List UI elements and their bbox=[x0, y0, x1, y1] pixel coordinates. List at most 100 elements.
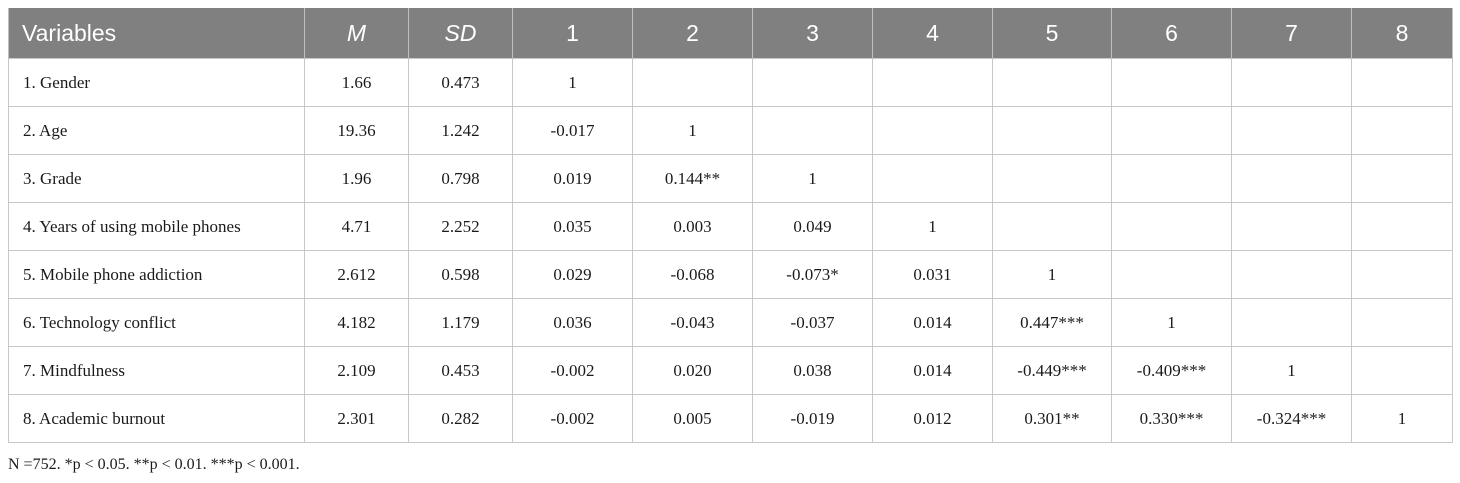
header-col-7: 7 bbox=[1231, 8, 1352, 59]
correlation-cell bbox=[1111, 202, 1232, 251]
correlation-cell bbox=[1111, 106, 1232, 155]
sd-cell: 2.252 bbox=[408, 202, 513, 251]
correlation-cell: -0.037 bbox=[752, 298, 873, 347]
correlation-cell: 0.038 bbox=[752, 346, 873, 395]
correlation-cell: 0.014 bbox=[872, 298, 993, 347]
correlation-cell: 0.031 bbox=[872, 250, 993, 299]
table-row: 8. Academic burnout 2.301 0.282 -0.002 0.005… bbox=[8, 394, 1453, 443]
mean-cell: 4.182 bbox=[304, 298, 409, 347]
table-row: 4. Years of using mobile phones 4.71 2.252… bbox=[8, 202, 1453, 251]
sd-cell: 0.453 bbox=[408, 346, 513, 395]
header-sd: SD bbox=[408, 8, 513, 59]
header-col-4: 4 bbox=[872, 8, 993, 59]
correlation-cell: 1 bbox=[752, 154, 873, 203]
table-row: 5. Mobile phone addiction 2.612 0.598 0.029… bbox=[8, 250, 1453, 299]
correlation-cell: -0.019 bbox=[752, 394, 873, 443]
correlation-cell: 1 bbox=[872, 202, 993, 251]
correlation-cell bbox=[1231, 154, 1352, 203]
sd-cell: 1.242 bbox=[408, 106, 513, 155]
correlation-cell: 1 bbox=[512, 58, 633, 107]
correlation-cell: 0.012 bbox=[872, 394, 993, 443]
variable-label: 4. Years of using mobile phones bbox=[8, 202, 305, 251]
correlation-cell: 1 bbox=[1351, 394, 1453, 443]
correlation-cell bbox=[992, 106, 1112, 155]
sd-cell: 1.179 bbox=[408, 298, 513, 347]
header-col-1: 1 bbox=[512, 8, 633, 59]
correlation-cell: 1 bbox=[992, 250, 1112, 299]
variable-label: 3. Grade bbox=[8, 154, 305, 203]
correlation-cell: -0.073* bbox=[752, 250, 873, 299]
sd-cell: 0.798 bbox=[408, 154, 513, 203]
variable-label: 5. Mobile phone addiction bbox=[8, 250, 305, 299]
header-col-3: 3 bbox=[752, 8, 873, 59]
table-row: 3. Grade 1.96 0.798 0.019 0.144** 1 bbox=[8, 154, 1453, 203]
correlation-cell: 0.144** bbox=[632, 154, 753, 203]
correlation-cell: -0.043 bbox=[632, 298, 753, 347]
correlation-cell bbox=[632, 58, 753, 107]
variable-label: 8. Academic burnout bbox=[8, 394, 305, 443]
mean-cell: 2.301 bbox=[304, 394, 409, 443]
correlation-cell bbox=[1351, 346, 1453, 395]
correlation-cell: 0.014 bbox=[872, 346, 993, 395]
table-row: 2. Age 19.36 1.242 -0.017 1 bbox=[8, 106, 1453, 155]
correlation-cell bbox=[1231, 58, 1352, 107]
correlation-cell: -0.409*** bbox=[1111, 346, 1232, 395]
correlation-cell bbox=[1351, 298, 1453, 347]
correlation-cell: 0.301** bbox=[992, 394, 1112, 443]
correlation-table: Variables M SD 1 2 3 4 5 6 7 8 1. Gender… bbox=[8, 8, 1453, 443]
mean-cell: 2.612 bbox=[304, 250, 409, 299]
correlation-cell: 0.020 bbox=[632, 346, 753, 395]
variable-label: 6. Technology conflict bbox=[8, 298, 305, 347]
correlation-cell bbox=[752, 106, 873, 155]
correlation-cell: 0.447*** bbox=[992, 298, 1112, 347]
correlation-cell: -0.449*** bbox=[992, 346, 1112, 395]
correlation-cell: 0.003 bbox=[632, 202, 753, 251]
correlation-cell bbox=[1351, 202, 1453, 251]
table-footnote: N =752. *p < 0.05. **p < 0.01. ***p < 0.… bbox=[8, 456, 300, 473]
correlation-cell bbox=[1111, 58, 1232, 107]
correlation-cell: 1 bbox=[1111, 298, 1232, 347]
mean-cell: 1.66 bbox=[304, 58, 409, 107]
table-row: 1. Gender 1.66 0.473 1 bbox=[8, 58, 1453, 107]
sd-cell: 0.473 bbox=[408, 58, 513, 107]
header-col-2: 2 bbox=[632, 8, 753, 59]
header-mean: M bbox=[304, 8, 409, 59]
correlation-cell bbox=[992, 154, 1112, 203]
variable-label: 7. Mindfulness bbox=[8, 346, 305, 395]
correlation-cell: 0.005 bbox=[632, 394, 753, 443]
sd-cell: 0.598 bbox=[408, 250, 513, 299]
table-header: Variables M SD 1 2 3 4 5 6 7 8 bbox=[8, 8, 1453, 59]
variable-label: 1. Gender bbox=[8, 58, 305, 107]
correlation-cell bbox=[1351, 250, 1453, 299]
mean-cell: 2.109 bbox=[304, 346, 409, 395]
header-row: Variables M SD 1 2 3 4 5 6 7 8 bbox=[8, 8, 1453, 59]
correlation-cell bbox=[1231, 106, 1352, 155]
correlation-cell bbox=[872, 154, 993, 203]
correlation-cell: 1 bbox=[1231, 346, 1352, 395]
correlation-cell bbox=[1231, 202, 1352, 251]
table-row: 7. Mindfulness 2.109 0.453 -0.002 0.020 0.038… bbox=[8, 346, 1453, 395]
correlation-cell: -0.017 bbox=[512, 106, 633, 155]
correlation-cell: 0.035 bbox=[512, 202, 633, 251]
correlation-cell bbox=[992, 202, 1112, 251]
correlation-cell bbox=[1231, 298, 1352, 347]
correlation-cell bbox=[1111, 154, 1232, 203]
correlation-cell: 0.330*** bbox=[1111, 394, 1232, 443]
correlation-cell bbox=[1111, 250, 1232, 299]
header-col-8: 8 bbox=[1351, 8, 1453, 59]
variable-label: 2. Age bbox=[8, 106, 305, 155]
correlation-cell: 0.036 bbox=[512, 298, 633, 347]
correlation-cell bbox=[872, 58, 993, 107]
correlation-cell bbox=[1231, 250, 1352, 299]
correlation-cell bbox=[1351, 58, 1453, 107]
sd-cell: 0.282 bbox=[408, 394, 513, 443]
header-col-5: 5 bbox=[992, 8, 1112, 59]
correlation-cell: -0.068 bbox=[632, 250, 753, 299]
table-row: 6. Technology conflict 4.182 1.179 0.036 -0.… bbox=[8, 298, 1453, 347]
correlation-cell: 0.029 bbox=[512, 250, 633, 299]
header-col-6: 6 bbox=[1111, 8, 1232, 59]
correlation-cell: 0.049 bbox=[752, 202, 873, 251]
correlation-cell: 1 bbox=[632, 106, 753, 155]
correlation-cell: -0.324*** bbox=[1231, 394, 1352, 443]
mean-cell: 19.36 bbox=[304, 106, 409, 155]
